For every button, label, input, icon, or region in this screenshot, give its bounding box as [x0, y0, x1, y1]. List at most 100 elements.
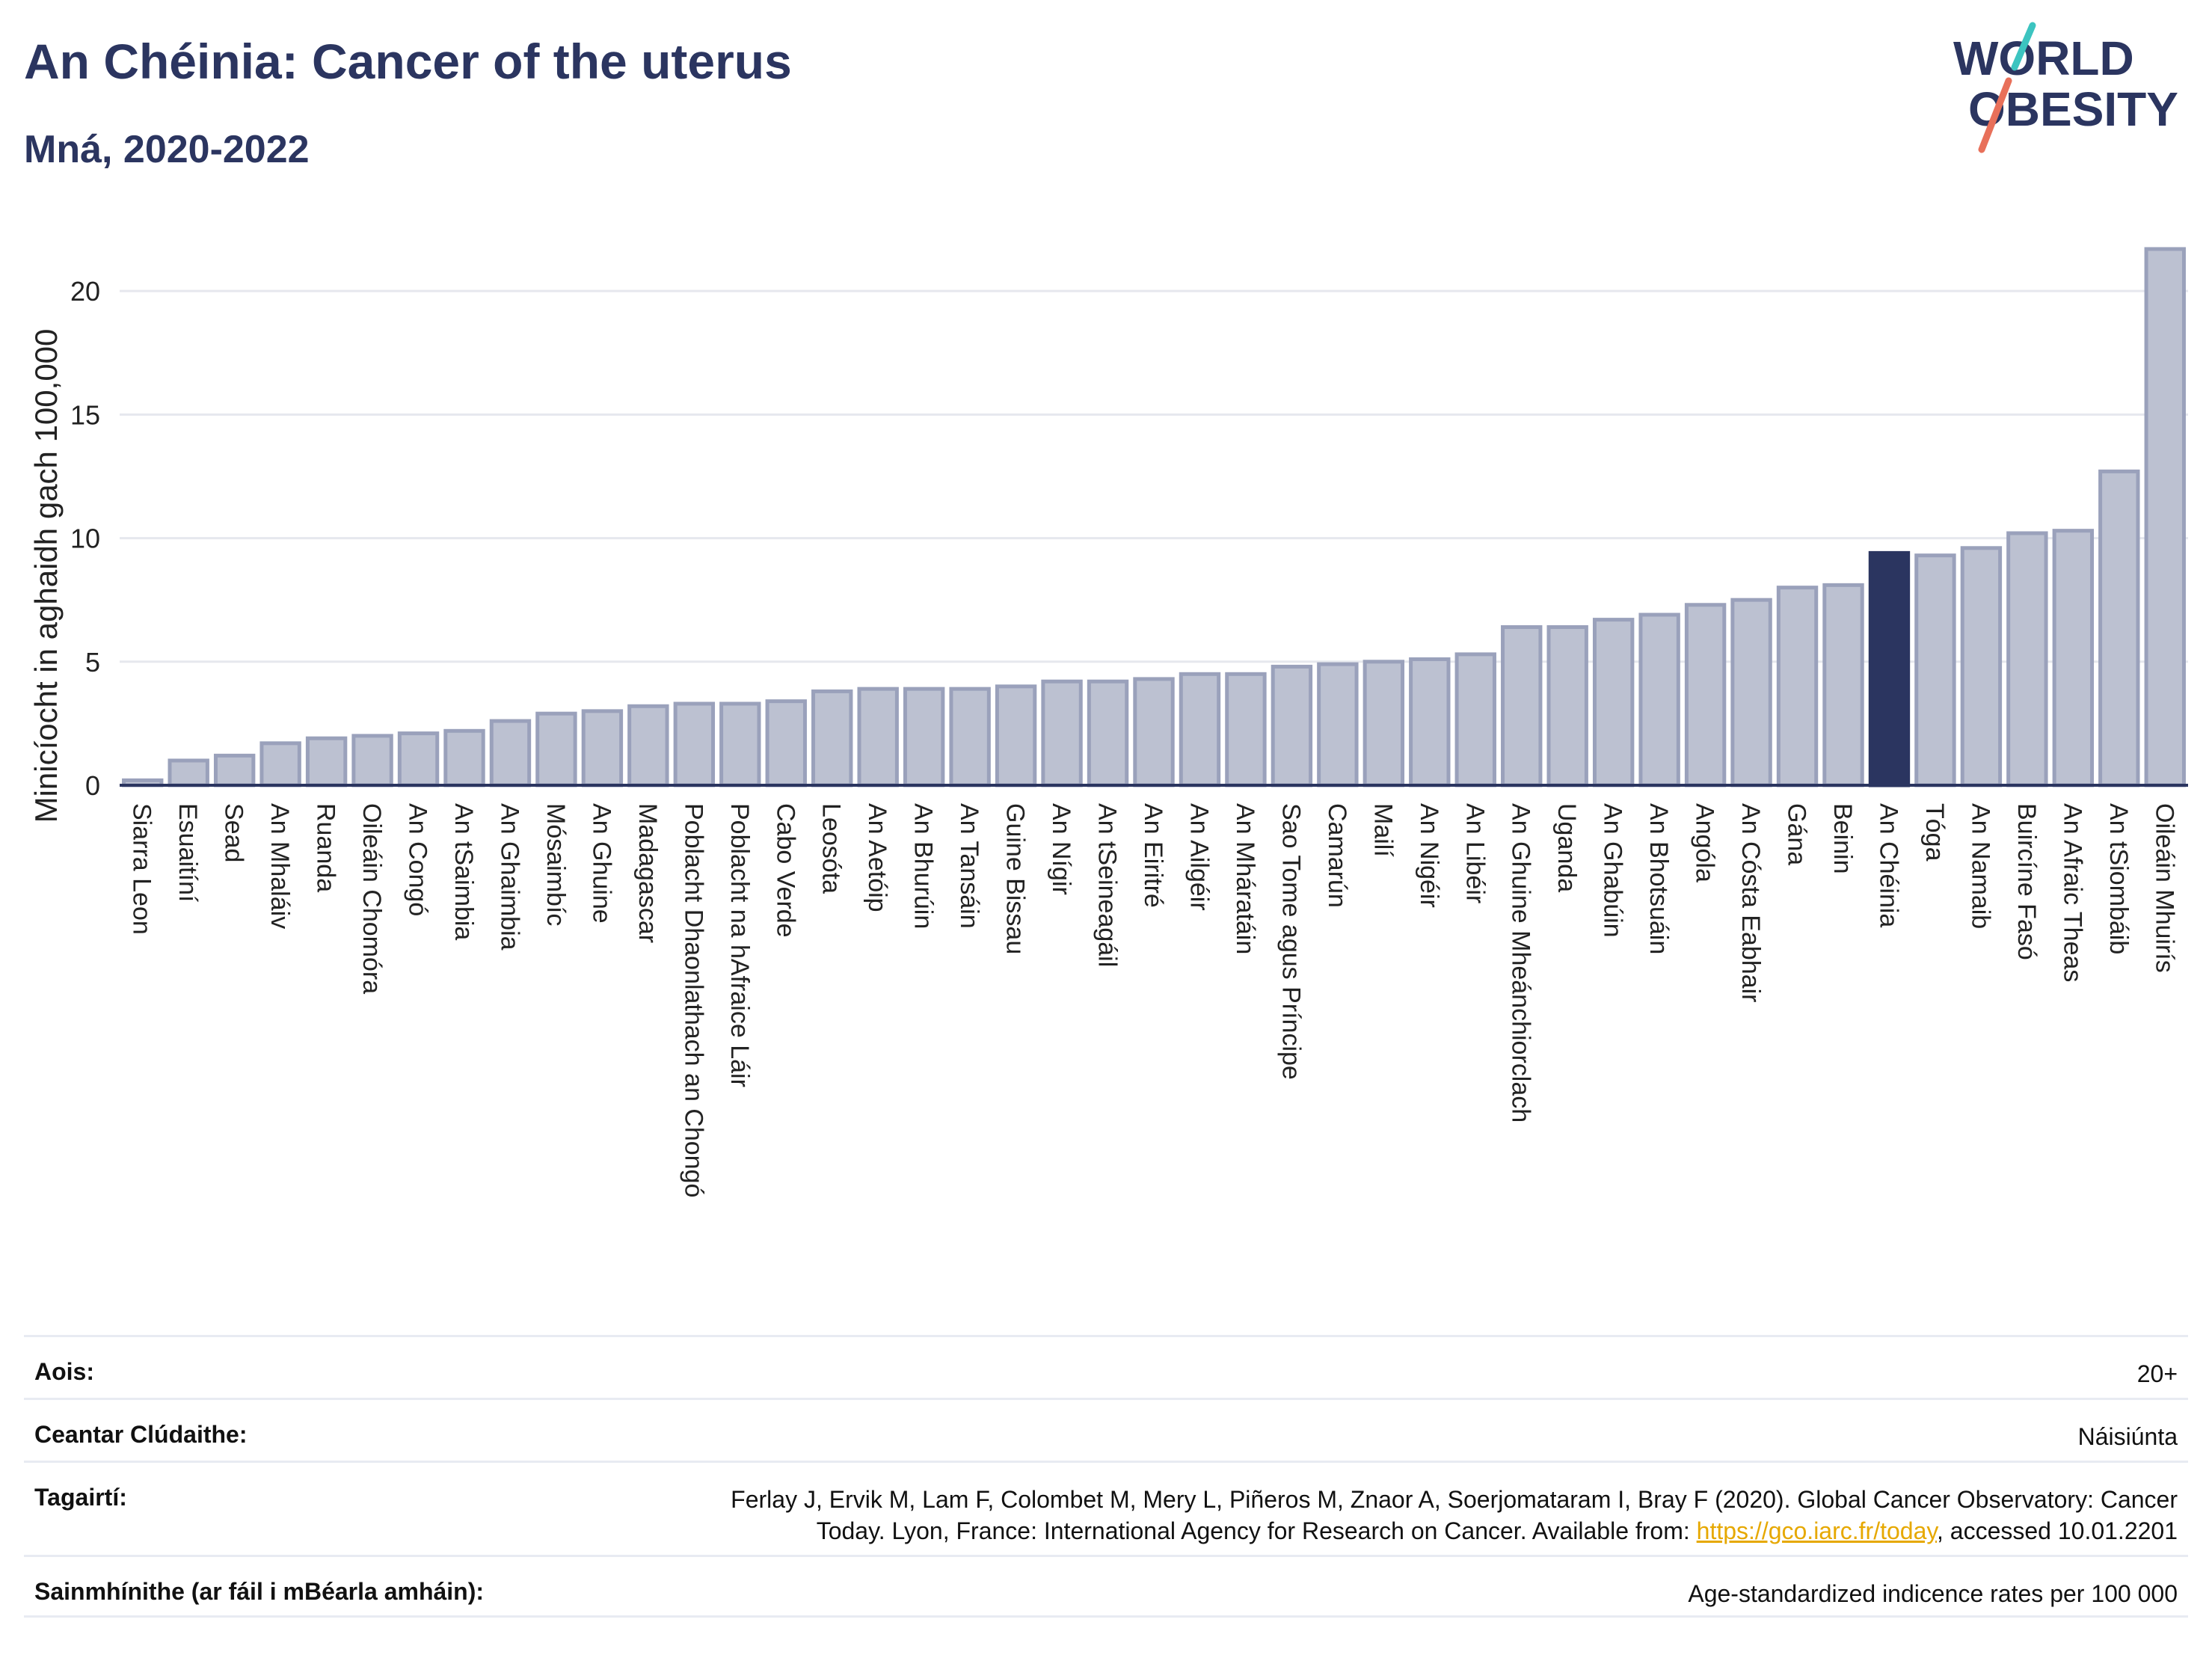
x-tick-label: An Aetóip — [863, 803, 891, 912]
logo-slash-bottom — [1978, 77, 2012, 153]
x-tick-label: An Chéinia — [1874, 803, 1902, 927]
x-tick-label: An Tansáin — [955, 803, 983, 929]
y-tick-label: 5 — [85, 647, 100, 678]
bar — [1960, 546, 2003, 787]
y-tick-label: 15 — [70, 399, 100, 430]
bar — [581, 709, 624, 787]
x-tick-label: Guine Bissau — [1001, 803, 1030, 954]
bar — [857, 687, 899, 787]
age-value: 20+ — [2136, 1360, 2178, 1387]
bar — [2052, 529, 2095, 787]
x-tick-label: Ruanda — [312, 803, 340, 892]
bar-chart: 0 5 10 15 20 Siarra Leon Esuaitíní Sead An Mhal… — [28, 247, 2188, 1197]
x-tick-label: An Bhotsuáin — [1644, 803, 1673, 954]
bar — [1041, 679, 1083, 787]
bar — [168, 758, 209, 787]
x-tick-label: An Eiritré — [1139, 803, 1167, 908]
bar — [1914, 553, 1956, 787]
x-tick-label: Camarún — [1323, 803, 1351, 908]
x-tick-label: An Cósta Eabhair — [1736, 803, 1765, 1003]
bar — [1454, 652, 1496, 787]
bar — [1409, 657, 1451, 787]
x-tick-label: Madagascar — [633, 803, 662, 943]
references-line-2-pre: Today. Lyon, France: International Agenc… — [816, 1517, 1697, 1544]
x-tick-label: An tSiombáib — [2104, 803, 2133, 954]
references-link[interactable]: https://gco.iarc.fr/today — [1696, 1517, 1937, 1544]
x-tick-label: Poblacht na hAfraice Láir — [725, 803, 754, 1087]
bar — [1317, 662, 1359, 787]
x-tick-label: Gána — [1783, 803, 1811, 865]
bar — [1225, 672, 1267, 787]
bar — [1684, 603, 1727, 787]
bar — [535, 711, 577, 787]
bar — [489, 719, 532, 787]
bar — [1133, 677, 1175, 787]
y-tick-labels: 0 5 10 15 20 — [70, 276, 100, 801]
x-tick-label: An Mháratáin — [1231, 803, 1259, 954]
x-tick-label: Uganda — [1552, 803, 1581, 892]
x-tick-label: An Ghuine Mheánchiorclach — [1507, 803, 1535, 1123]
x-tick-label: Sao Tome agus Príncipe — [1276, 803, 1305, 1080]
bar — [1638, 612, 1680, 787]
bar — [811, 689, 853, 787]
x-tick-label: Leosóta — [817, 803, 846, 894]
references-value: Ferlay J, Ervik M, Lam F, Colombet M, Me… — [731, 1484, 2178, 1547]
info-table: Aois: 20+ Ceantar Clúdaithe: Náisiúnta T… — [24, 1335, 2188, 1618]
x-tick-label: An tSeineagáil — [1093, 803, 1122, 967]
x-tick-label: An Ghaimbia — [495, 803, 523, 951]
references-label: Tagairtí: — [34, 1484, 127, 1511]
x-tick-label: Buircíne Fasó — [2012, 803, 2041, 960]
x-tick-label: Cabo Verde — [771, 803, 799, 938]
bar — [627, 704, 669, 787]
x-tick-label: An Ailgéir — [1185, 803, 1213, 911]
info-row-age: Aois: 20+ — [24, 1335, 2188, 1398]
age-label: Aois: — [34, 1358, 94, 1385]
bar — [1868, 550, 1911, 787]
bar — [351, 734, 393, 787]
bar — [1730, 598, 1772, 787]
references-line-1: Ferlay J, Ervik M, Lam F, Colombet M, Me… — [731, 1486, 2178, 1513]
info-row-coverage: Ceantar Clúdaithe: Náisiúnta — [24, 1398, 2188, 1461]
x-tick-label: An Ghuine — [587, 803, 615, 924]
x-tick-label: Mósaimbíc — [541, 803, 570, 926]
x-tick-label: Angóla — [1691, 803, 1719, 882]
x-tick-label: An Nigéir — [1415, 803, 1443, 908]
bar — [1546, 625, 1588, 787]
x-tick-label: An Nígir — [1047, 803, 1075, 895]
x-tick-label: An Mhaláiv — [265, 803, 294, 929]
bar — [1087, 679, 1129, 787]
x-tick-label: Mailí — [1368, 803, 1397, 857]
x-tick-label: Tóga — [1920, 803, 1949, 862]
x-tick-label: Poblacht Dhaonlathach an Chongó — [679, 803, 707, 1197]
bar — [2098, 469, 2140, 787]
bar — [903, 687, 945, 787]
chart-subtitle: Mná, 2020-2022 — [24, 128, 310, 171]
x-tick-label: Beinin — [1828, 803, 1857, 874]
references-line-2-post: , accessed 10.01.2201 — [1936, 1517, 2178, 1544]
bar — [1822, 583, 1864, 787]
chart-title: An Chéinia: Cancer of the uterus — [24, 34, 792, 89]
bar — [1179, 672, 1221, 787]
coverage-value: Náisiúnta — [2077, 1423, 2178, 1450]
bar — [259, 741, 301, 787]
bar — [949, 687, 991, 787]
bar — [673, 701, 716, 787]
bar — [2144, 247, 2186, 787]
bar — [2006, 531, 2048, 787]
info-row-references: Tagairtí: Ferlay J, Ervik M, Lam F, Colo… — [24, 1461, 2188, 1555]
bar — [1776, 586, 1819, 787]
logo-word-world: WORLD — [1953, 31, 2134, 85]
info-row-definitions: Sainmhínithe (ar fáil i mBéarla amháin):… — [24, 1555, 2188, 1618]
bar — [765, 699, 807, 787]
bar — [719, 701, 761, 787]
definitions-label: Sainmhínithe (ar fáil i mBéarla amháin): — [34, 1578, 485, 1605]
x-tick-labels: Siarra Leon Esuaitíní Sead An Mhaláiv Ruanda… — [128, 803, 2179, 1197]
coverage-label: Ceantar Clúdaithe: — [34, 1421, 248, 1448]
bar — [305, 736, 348, 787]
x-tick-label: An Afraic Theas — [2058, 803, 2086, 982]
x-tick-label: Esuaitíní — [173, 803, 202, 903]
bar — [1501, 625, 1543, 787]
bar — [213, 753, 256, 787]
y-tick-label: 0 — [85, 770, 100, 801]
y-tick-label: 10 — [70, 523, 100, 554]
